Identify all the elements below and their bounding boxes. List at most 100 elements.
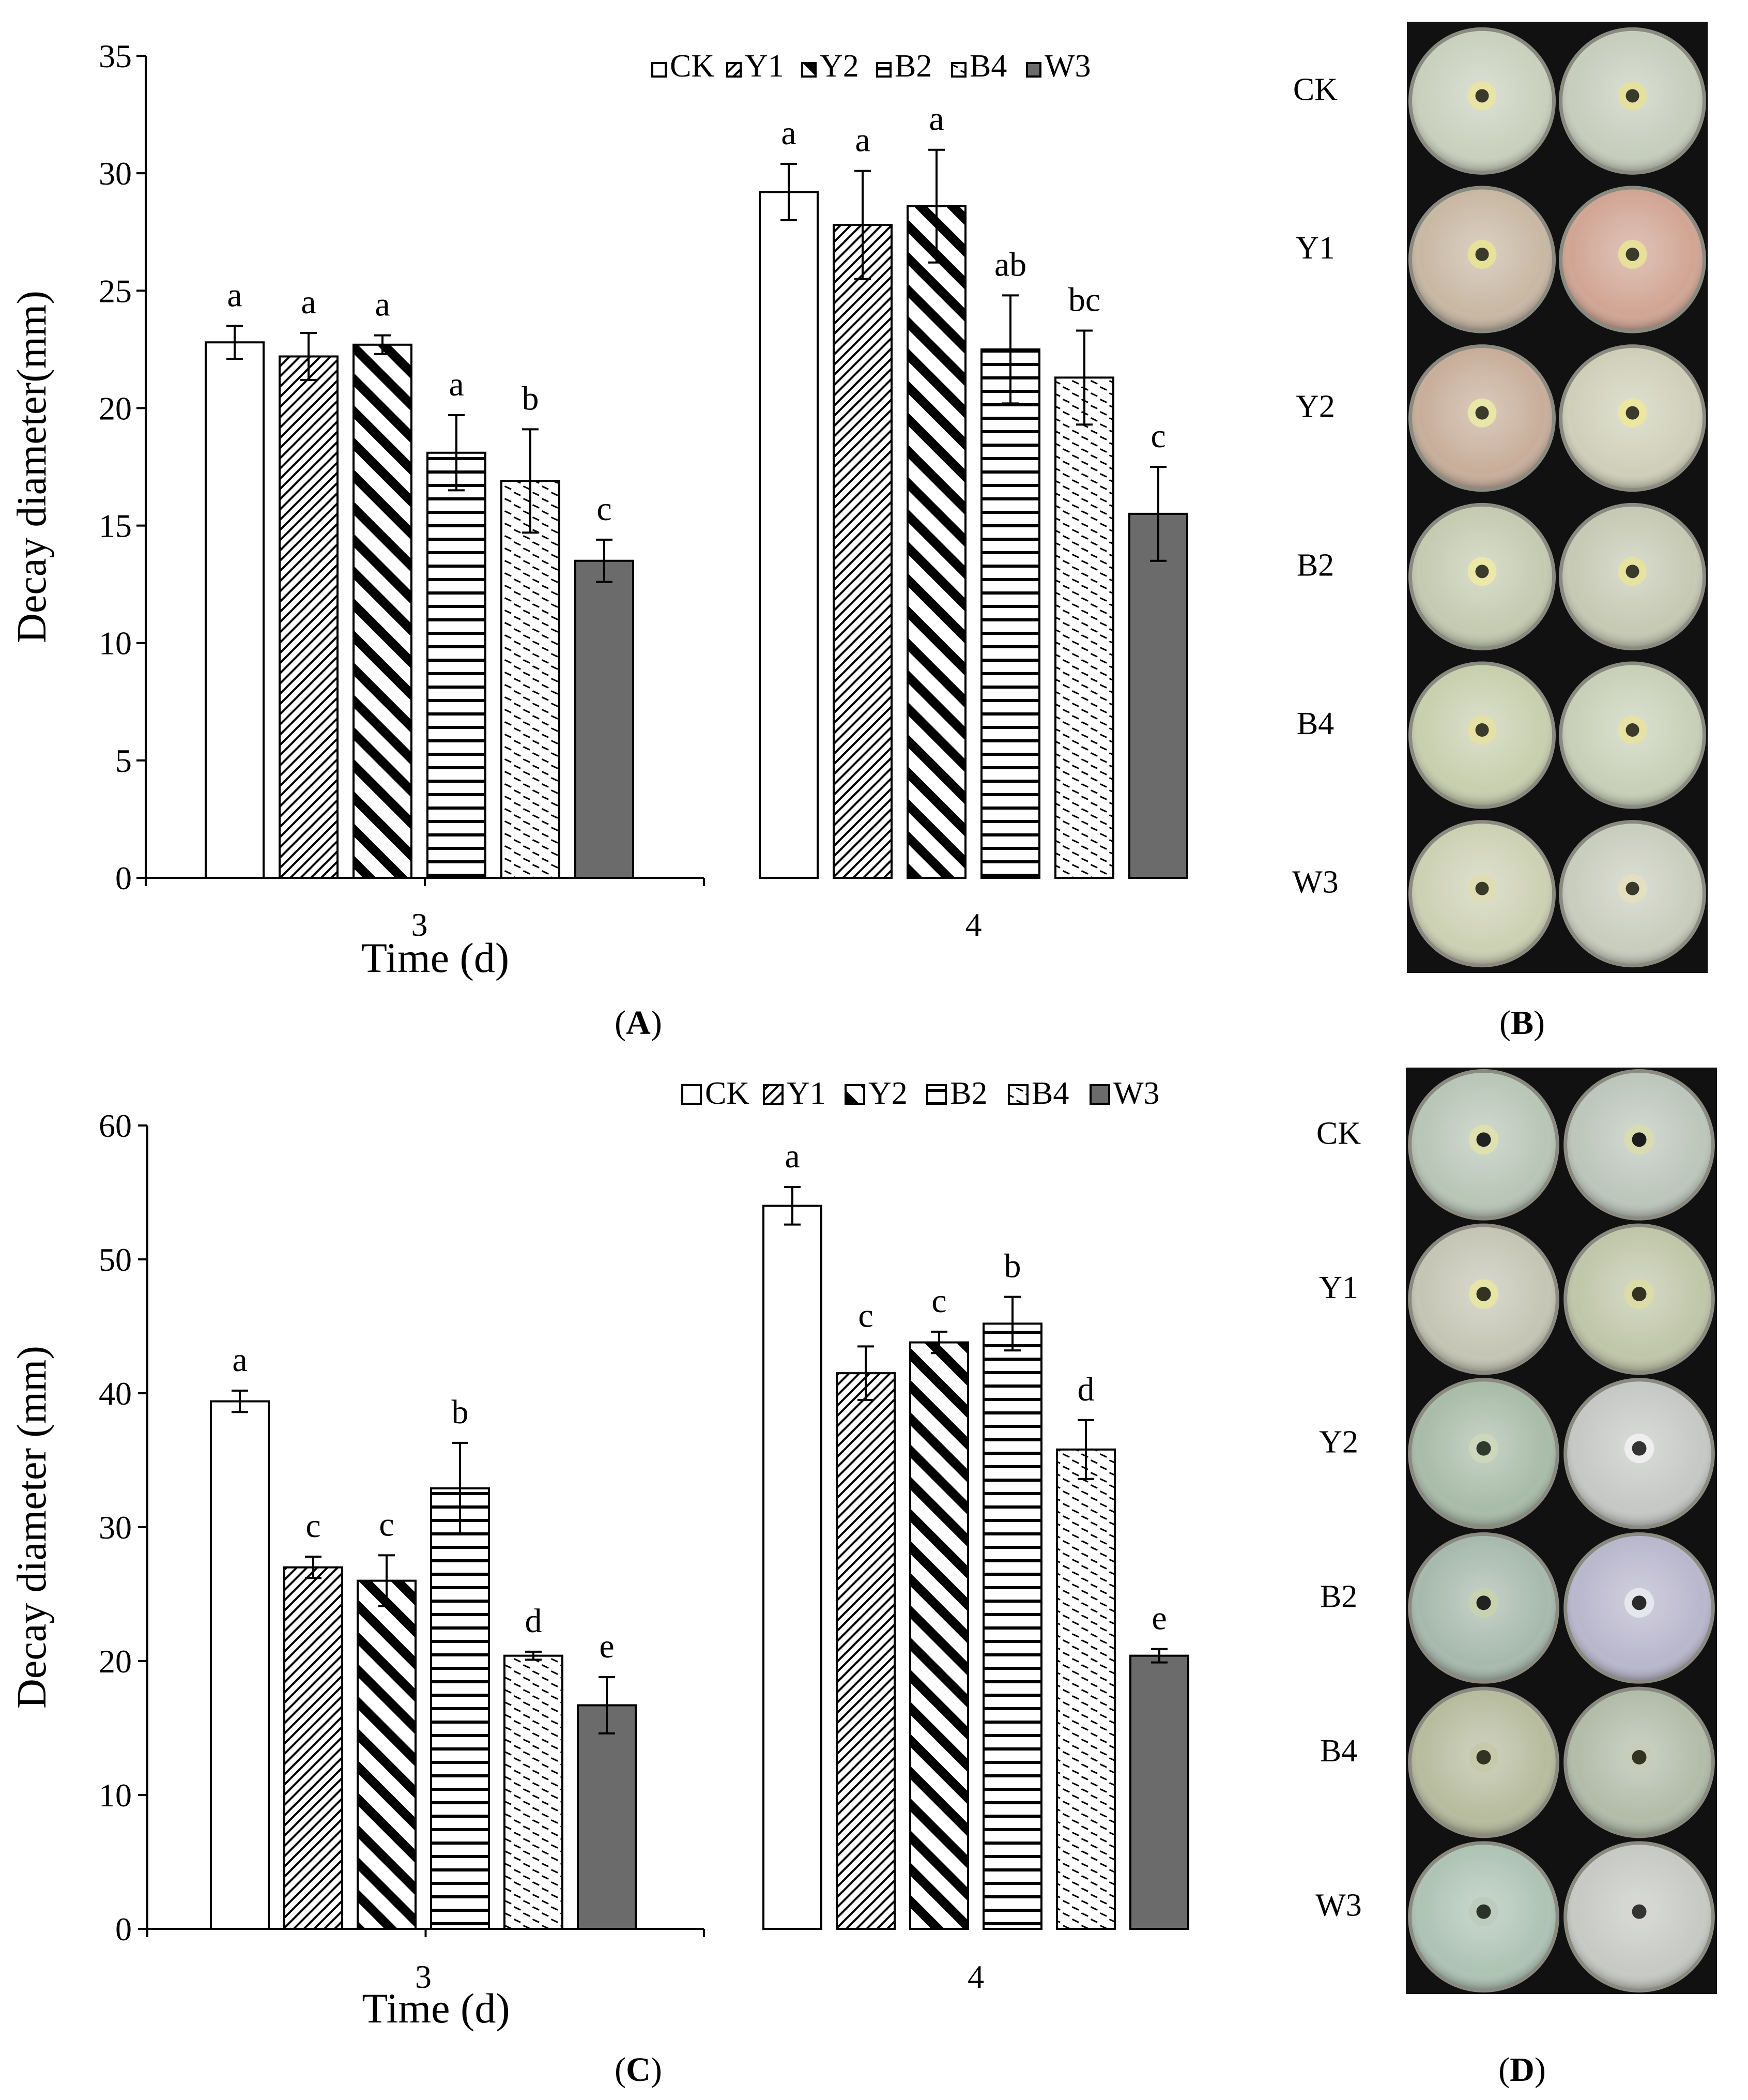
bar-y2-day-4 bbox=[909, 1341, 969, 1930]
panel-label-open: ( bbox=[615, 2051, 626, 2089]
plate-panel-b: CK Y1 Y2 B2 B4 W3 (B) bbox=[1292, 22, 1708, 1042]
significance-letter: d bbox=[1078, 1371, 1095, 1408]
bar-b4-day-4 bbox=[1056, 1448, 1116, 1930]
y-tick-label: 15 bbox=[99, 508, 132, 544]
bar-w3-day-3 bbox=[577, 1704, 637, 1930]
y-tick-label: 10 bbox=[99, 1777, 132, 1814]
significance-letter: a bbox=[785, 1137, 800, 1175]
inoculation-well bbox=[1632, 1750, 1647, 1764]
significance-letter: c bbox=[379, 1505, 394, 1543]
plate-row-label: Y1 bbox=[1296, 231, 1335, 266]
x-category-label: 4 bbox=[965, 906, 982, 943]
y-tick-label: 10 bbox=[99, 625, 132, 662]
bar-b4-day-4 bbox=[1054, 376, 1114, 879]
legend-swatch-w3 bbox=[1026, 62, 1041, 78]
plate-photo-background bbox=[1406, 1068, 1717, 1994]
bar-y1-day-3 bbox=[279, 355, 339, 879]
x-category-label: 3 bbox=[415, 1958, 432, 1995]
significance-letter: a bbox=[301, 283, 316, 321]
legend-swatch-y1 bbox=[726, 62, 742, 78]
legend-label-y1: Y1 bbox=[787, 1076, 826, 1111]
legend-swatch-b2 bbox=[926, 1084, 947, 1105]
chart-panel-c: 0 10 20 30 40 50 60 3 4 a a c c c c b b d d e e CK Y1 Y2 B2 B4 W3 D… bbox=[9, 1076, 1189, 2089]
bar-b2-day-3 bbox=[426, 451, 486, 879]
bar-y1-day-4 bbox=[836, 1372, 896, 1930]
y-tick-label: 0 bbox=[115, 1911, 132, 1947]
x-axis-title: Time (d) bbox=[362, 1985, 510, 2032]
inoculation-well bbox=[1475, 248, 1489, 261]
significance-letter: b bbox=[452, 1393, 469, 1431]
panel-label-letter: B bbox=[1511, 1004, 1534, 1042]
significance-letter: c bbox=[596, 490, 611, 528]
inoculation-well bbox=[1475, 406, 1489, 420]
inoculation-well bbox=[1475, 723, 1489, 737]
legend-label-b2: B2 bbox=[950, 1076, 987, 1111]
bar-b4-day-3 bbox=[503, 1654, 563, 1930]
legend-swatch-b4 bbox=[951, 62, 967, 78]
y-tick-label: 50 bbox=[99, 1241, 132, 1278]
y-tick-label: 25 bbox=[99, 272, 132, 309]
significance-letter: d bbox=[525, 1602, 542, 1640]
significance-letter: a bbox=[232, 1341, 247, 1379]
legend-swatch-b2 bbox=[876, 62, 892, 78]
panel-label-close: ) bbox=[651, 2051, 662, 2089]
plate-row-label: Y2 bbox=[1319, 1425, 1358, 1460]
significance-letter: c bbox=[931, 1282, 946, 1320]
panel-label-letter: D bbox=[1510, 2051, 1535, 2089]
plate-row-label: W3 bbox=[1315, 1888, 1362, 1923]
bar-y2-day-3 bbox=[352, 343, 412, 879]
inoculation-well bbox=[1626, 248, 1639, 261]
bar-y2-day-3 bbox=[357, 1579, 417, 1930]
legend-label-b4: B4 bbox=[1032, 1076, 1069, 1111]
significance-letter: b bbox=[1004, 1247, 1021, 1285]
legend-swatch-y2 bbox=[801, 62, 817, 78]
bar-y1-day-4 bbox=[833, 224, 893, 879]
inoculation-well bbox=[1626, 723, 1639, 737]
inoculation-well bbox=[1632, 1441, 1647, 1456]
legend-label-b4: B4 bbox=[970, 49, 1007, 84]
significance-letter: a bbox=[227, 276, 242, 314]
significance-letter: e bbox=[599, 1627, 614, 1665]
legend-label-ck: CK bbox=[705, 1076, 749, 1111]
legend-swatch-y1 bbox=[763, 1084, 784, 1105]
inoculation-well bbox=[1475, 565, 1489, 579]
inoculation-well bbox=[1476, 1132, 1491, 1147]
y-tick-label: 5 bbox=[115, 742, 132, 779]
legend-label-b2: B2 bbox=[895, 49, 932, 84]
chart-panel-a: 0 5 10 15 20 25 30 35 3 4 a a a a a a a ab b bc c c CK Y1 Y2 B2 B4… bbox=[9, 38, 1188, 1042]
panel-label-close: ) bbox=[1534, 1004, 1545, 1042]
legend-swatch-b4 bbox=[1008, 1084, 1029, 1105]
legend-label-y2: Y2 bbox=[820, 49, 859, 84]
inoculation-well bbox=[1632, 1132, 1647, 1147]
panel-label: (A) bbox=[615, 1004, 662, 1042]
panel-label-letter: C bbox=[626, 2051, 651, 2089]
y-tick-label: 0 bbox=[115, 860, 132, 896]
bar-w3-day-4 bbox=[1128, 512, 1188, 879]
inoculation-well bbox=[1475, 881, 1489, 895]
legend-swatch-y2 bbox=[845, 1084, 865, 1105]
significance-letter: c bbox=[305, 1507, 320, 1545]
y-tick-label: 20 bbox=[99, 1643, 132, 1680]
inoculation-well bbox=[1475, 89, 1489, 103]
inoculation-well bbox=[1626, 406, 1639, 420]
plate-row-label: CK bbox=[1293, 72, 1338, 107]
panel-label: (B) bbox=[1499, 1004, 1545, 1042]
significance-letter: a bbox=[781, 114, 796, 152]
panel-label-letter: A bbox=[626, 1004, 651, 1042]
significance-letter: a bbox=[449, 366, 464, 403]
legend-label-w3: W3 bbox=[1045, 49, 1091, 84]
plate-row-label: CK bbox=[1316, 1116, 1361, 1151]
bar-ck-day-3 bbox=[205, 341, 265, 879]
inoculation-well bbox=[1626, 881, 1639, 895]
significance-letter: c bbox=[1151, 417, 1166, 455]
bar-w3-day-3 bbox=[574, 559, 634, 879]
legend-label-ck: CK bbox=[670, 49, 714, 84]
y-tick-label: 20 bbox=[99, 390, 132, 427]
inoculation-well bbox=[1476, 1287, 1491, 1301]
bar-y2-day-4 bbox=[907, 205, 967, 879]
inoculation-well bbox=[1632, 1904, 1647, 1919]
legend-label-y2: Y2 bbox=[868, 1076, 908, 1111]
significance-letter: c bbox=[858, 1297, 873, 1334]
significance-letter: bc bbox=[1068, 281, 1100, 319]
plate-row-label: B4 bbox=[1297, 706, 1334, 741]
